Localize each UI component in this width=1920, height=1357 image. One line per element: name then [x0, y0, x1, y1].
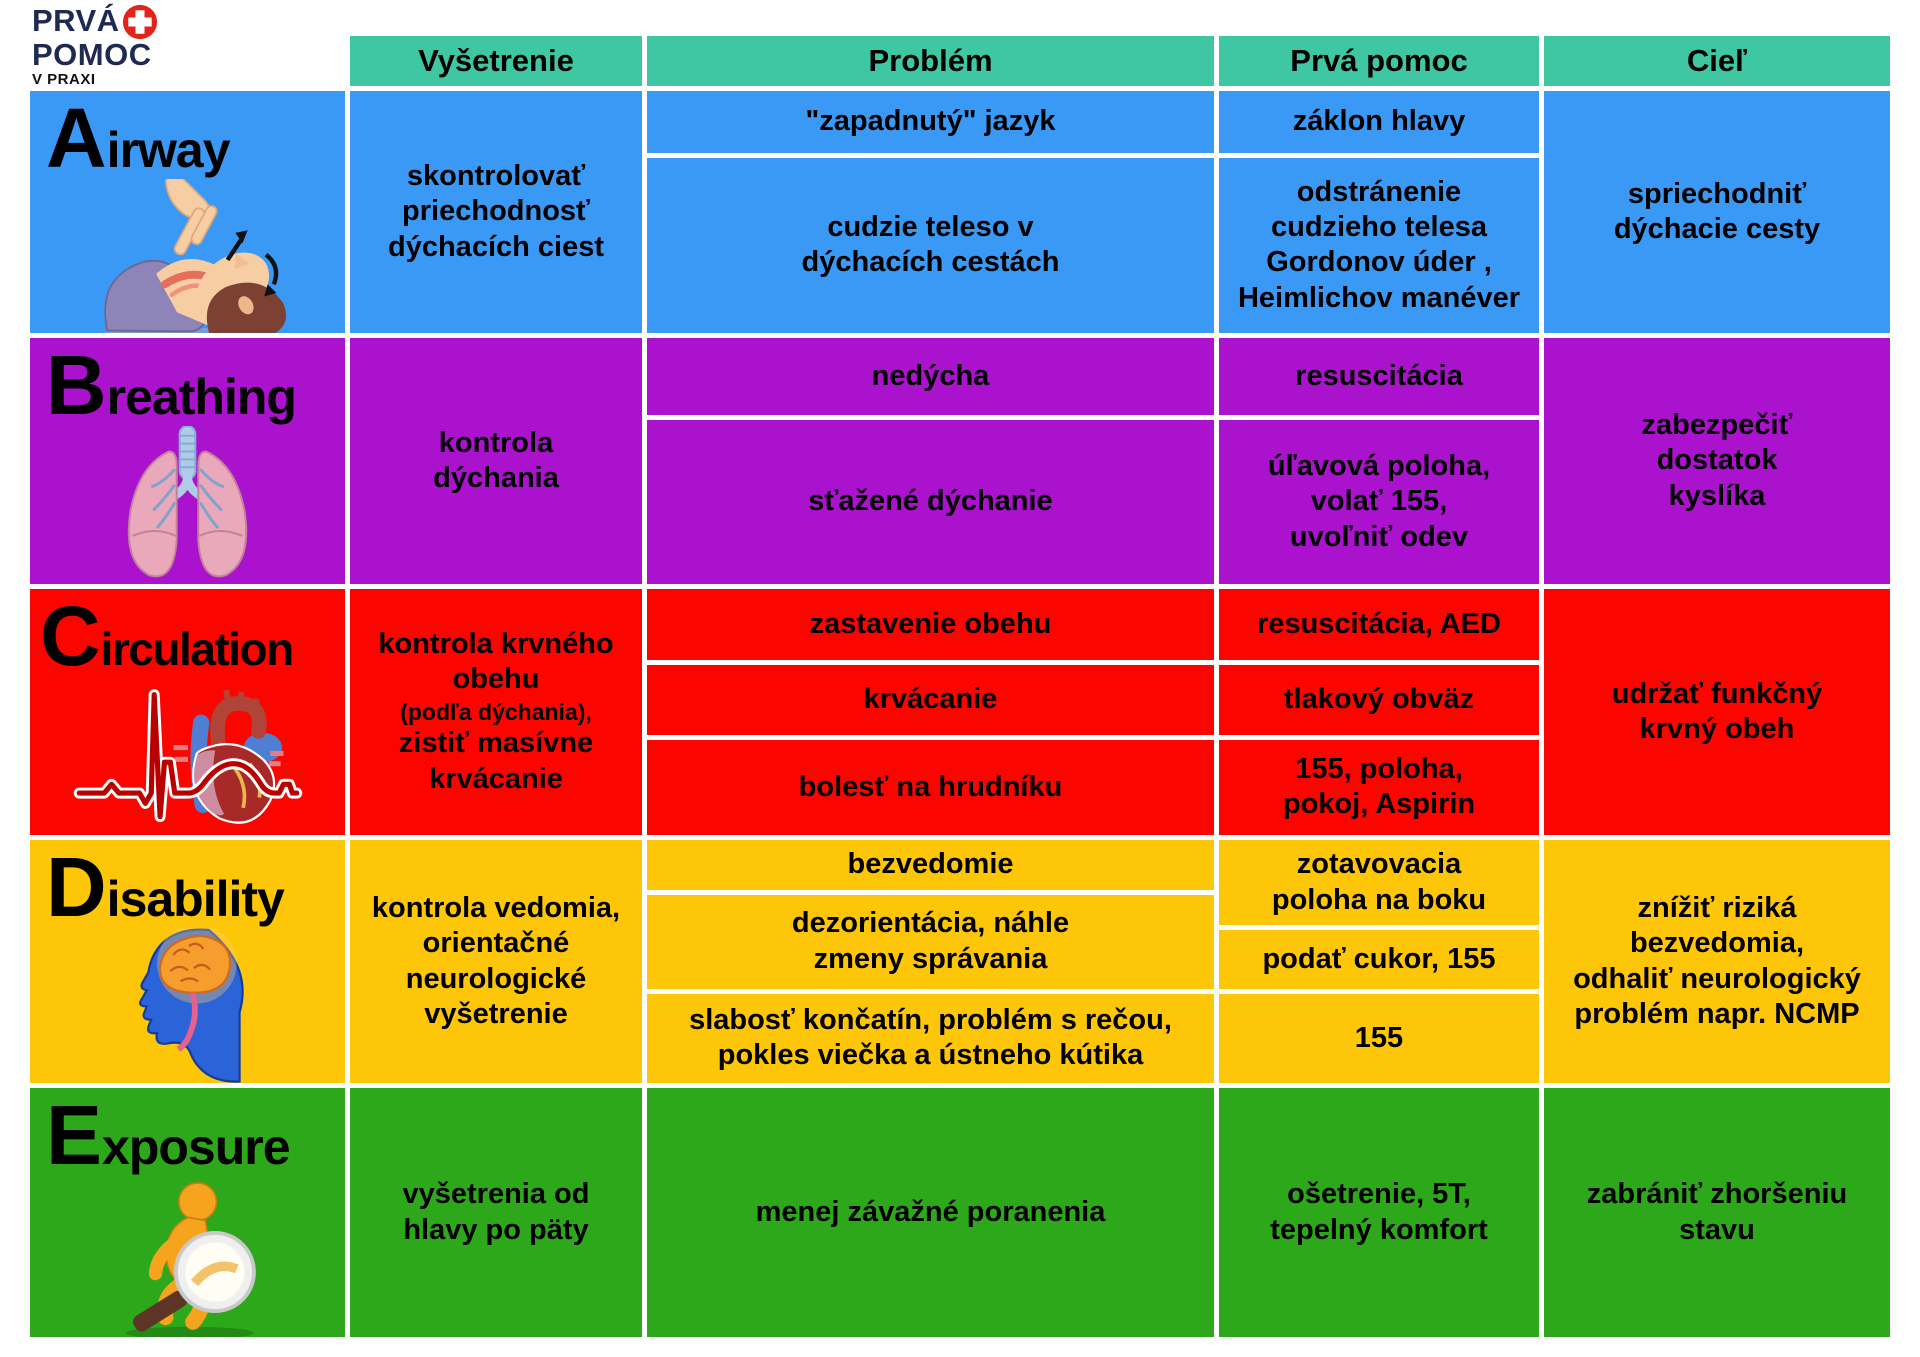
circulation-pomoc-3: 155, poloha, pokoj, Aspirin: [1219, 739, 1539, 835]
row-exposure: Exposure vyšetrenia od hlavy po: [30, 1088, 1890, 1337]
disability-problem-3: slabosť končatín, problém s rečou, pokle…: [647, 993, 1214, 1083]
head-brain-icon: [30, 927, 345, 1083]
abcde-first-aid-table: Vyšetrenie Problém Prvá pomoc Cieľ Airwa…: [30, 36, 1890, 1337]
header-ciel: Cieľ: [1544, 36, 1890, 86]
circulation-problem-2: krvácanie: [647, 665, 1214, 735]
exposure-label-cell: Exposure: [30, 1088, 345, 1337]
disability-pomoc-2: podať cukor, 155: [1219, 930, 1539, 989]
breathing-pomoc-1: resuscitácia: [1219, 338, 1539, 415]
header-prva-pomoc: Prvá pomoc: [1219, 36, 1539, 86]
exposure-ciel-cell: zabrániť zhoršeniu stavu: [1544, 1088, 1890, 1337]
row-airway: Airway: [30, 91, 1890, 333]
airway-problem-1: "zapadnutý" jazyk: [647, 91, 1214, 153]
circulation-vysetrenie-part3: zistiť masívne krvácanie: [398, 727, 594, 795]
disability-pomoc-cells: zotavovacia poloha na boku podať cukor, …: [1219, 840, 1539, 1083]
disability-title: Disability: [46, 840, 285, 934]
breathing-problem-1: nedýcha: [647, 338, 1214, 415]
circulation-vysetrenie-cell: kontrola krvného obehu (podľa dýchania),…: [350, 589, 642, 835]
circulation-label-cell: Circulation: [30, 589, 345, 835]
breathing-title: Breathing: [46, 338, 297, 432]
exposure-pomoc-cell: ošetrenie, 5T, tepelný komfort: [1219, 1088, 1539, 1337]
disability-problem-cells: bezvedomie dezorientácia, náhle zmeny sp…: [647, 840, 1214, 1083]
circulation-pomoc-2: tlakový obväz: [1219, 665, 1539, 735]
airway-title: Airway: [46, 91, 231, 185]
disability-ciel-text: znížiť riziká bezvedomia, odhaliť neurol…: [1573, 891, 1861, 1030]
airway-pomoc-1: záklon hlavy: [1219, 91, 1539, 153]
exposure-title: Exposure: [46, 1088, 291, 1182]
airway-ciel-text: spriechodniť dýchacie cesty: [1613, 177, 1821, 245]
circulation-problem-3: bolesť na hrudníku: [647, 739, 1214, 835]
row-disability: Disability kontrola vedomia, orientačné …: [30, 840, 1890, 1083]
circulation-ciel-text: udržať funkčný krvný obeh: [1611, 677, 1823, 745]
disability-pomoc-1: zotavovacia poloha na boku: [1219, 840, 1539, 926]
disability-ciel-cell: znížiť riziká bezvedomia, odhaliť neurol…: [1544, 840, 1890, 1083]
lungs-icon: [30, 425, 345, 584]
header-vysetrenie: Vyšetrenie: [350, 36, 642, 86]
airway-problem-2: cudzie teleso v dýchacích cestách: [647, 157, 1214, 333]
logo-word-1: PRVÁ: [32, 3, 120, 38]
breathing-pomoc-2: úľavová poloha, volať 155, uvoľniť odev: [1219, 420, 1539, 584]
circulation-vysetrenie-part2: (podľa dýchania),: [400, 698, 592, 725]
logo-word-2: POMOC: [32, 37, 152, 72]
disability-problem-2: dezorientácia, náhle zmeny správania: [647, 894, 1214, 989]
disability-vysetrenie-text: kontrola vedomia, orientačné neurologick…: [371, 891, 621, 1030]
header-problem: Problém: [647, 36, 1214, 86]
heart-ecg-icon: [30, 677, 345, 835]
head-tilt-chin-lift-icon: [30, 178, 345, 333]
circulation-title: Circulation: [40, 589, 294, 683]
airway-vysetrenie-text: skontrolovať priechodnosť dýchacích cies…: [388, 159, 604, 263]
logo-subtitle: V PRAXI: [32, 71, 96, 89]
exposure-ciel-text: zabrániť zhoršeniu stavu: [1586, 1178, 1848, 1246]
breathing-problem-cells: nedýcha sťažené dýchanie: [647, 338, 1214, 584]
disability-label-cell: Disability: [30, 840, 345, 1083]
breathing-ciel-cell: zabezpečiť dostatok kyslíka: [1544, 338, 1890, 584]
red-cross-icon: [122, 4, 157, 40]
exposure-problem-text: menej závažné poranenia: [755, 1195, 1106, 1228]
row-circulation: Circulation kontrola krvného obehu (: [30, 589, 1890, 835]
airway-pomoc-2: odstránenie cudzieho telesa Gordonov úde…: [1219, 157, 1539, 333]
airway-label-cell: Airway: [30, 91, 345, 333]
app-logo: PRVÁ POMOC V PRAXI: [32, 3, 158, 89]
circulation-pomoc-1: resuscitácia, AED: [1219, 589, 1539, 661]
airway-vysetrenie-cell: skontrolovať priechodnosť dýchacích cies…: [350, 91, 642, 333]
header-spacer: [30, 36, 345, 86]
exposure-vysetrenie-cell: vyšetrenia od hlavy po päty: [350, 1088, 642, 1337]
breathing-pomoc-cells: resuscitácia úľavová poloha, volať 155, …: [1219, 338, 1539, 584]
exposure-pomoc-text: ošetrenie, 5T, tepelný komfort: [1270, 1178, 1488, 1246]
circulation-pomoc-cells: resuscitácia, AED tlakový obväz 155, pol…: [1219, 589, 1539, 835]
circulation-ciel-cell: udržať funkčný krvný obeh: [1544, 589, 1890, 835]
airway-problem-cells: "zapadnutý" jazyk cudzie teleso v dýchac…: [647, 91, 1214, 333]
breathing-label-cell: Breathing: [30, 338, 345, 584]
figure-magnifier-icon: [30, 1176, 345, 1337]
header-row: Vyšetrenie Problém Prvá pomoc Cieľ: [30, 36, 1890, 86]
disability-problem-1: bezvedomie: [647, 840, 1214, 890]
breathing-vysetrenie-text: kontrola dýchania: [433, 426, 559, 494]
exposure-vysetrenie-text: vyšetrenia od hlavy po päty: [402, 1178, 590, 1246]
disability-vysetrenie-cell: kontrola vedomia, orientačné neurologick…: [350, 840, 642, 1083]
row-breathing: Breathing kontrola dýchania: [30, 338, 1890, 584]
disability-pomoc-3: 155: [1219, 993, 1539, 1083]
breathing-vysetrenie-cell: kontrola dýchania: [350, 338, 642, 584]
circulation-problem-1: zastavenie obehu: [647, 589, 1214, 661]
circulation-problem-cells: zastavenie obehu krvácanie bolesť na hru…: [647, 589, 1214, 835]
exposure-problem-cell: menej závažné poranenia: [647, 1088, 1214, 1337]
breathing-problem-2: sťažené dýchanie: [647, 420, 1214, 584]
airway-ciel-cell: spriechodniť dýchacie cesty: [1544, 91, 1890, 333]
breathing-ciel-text: zabezpečiť dostatok kyslíka: [1641, 408, 1793, 512]
circulation-vysetrenie-part1: kontrola krvného obehu: [378, 627, 614, 696]
airway-pomoc-cells: záklon hlavy odstránenie cudzieho telesa…: [1219, 91, 1539, 333]
